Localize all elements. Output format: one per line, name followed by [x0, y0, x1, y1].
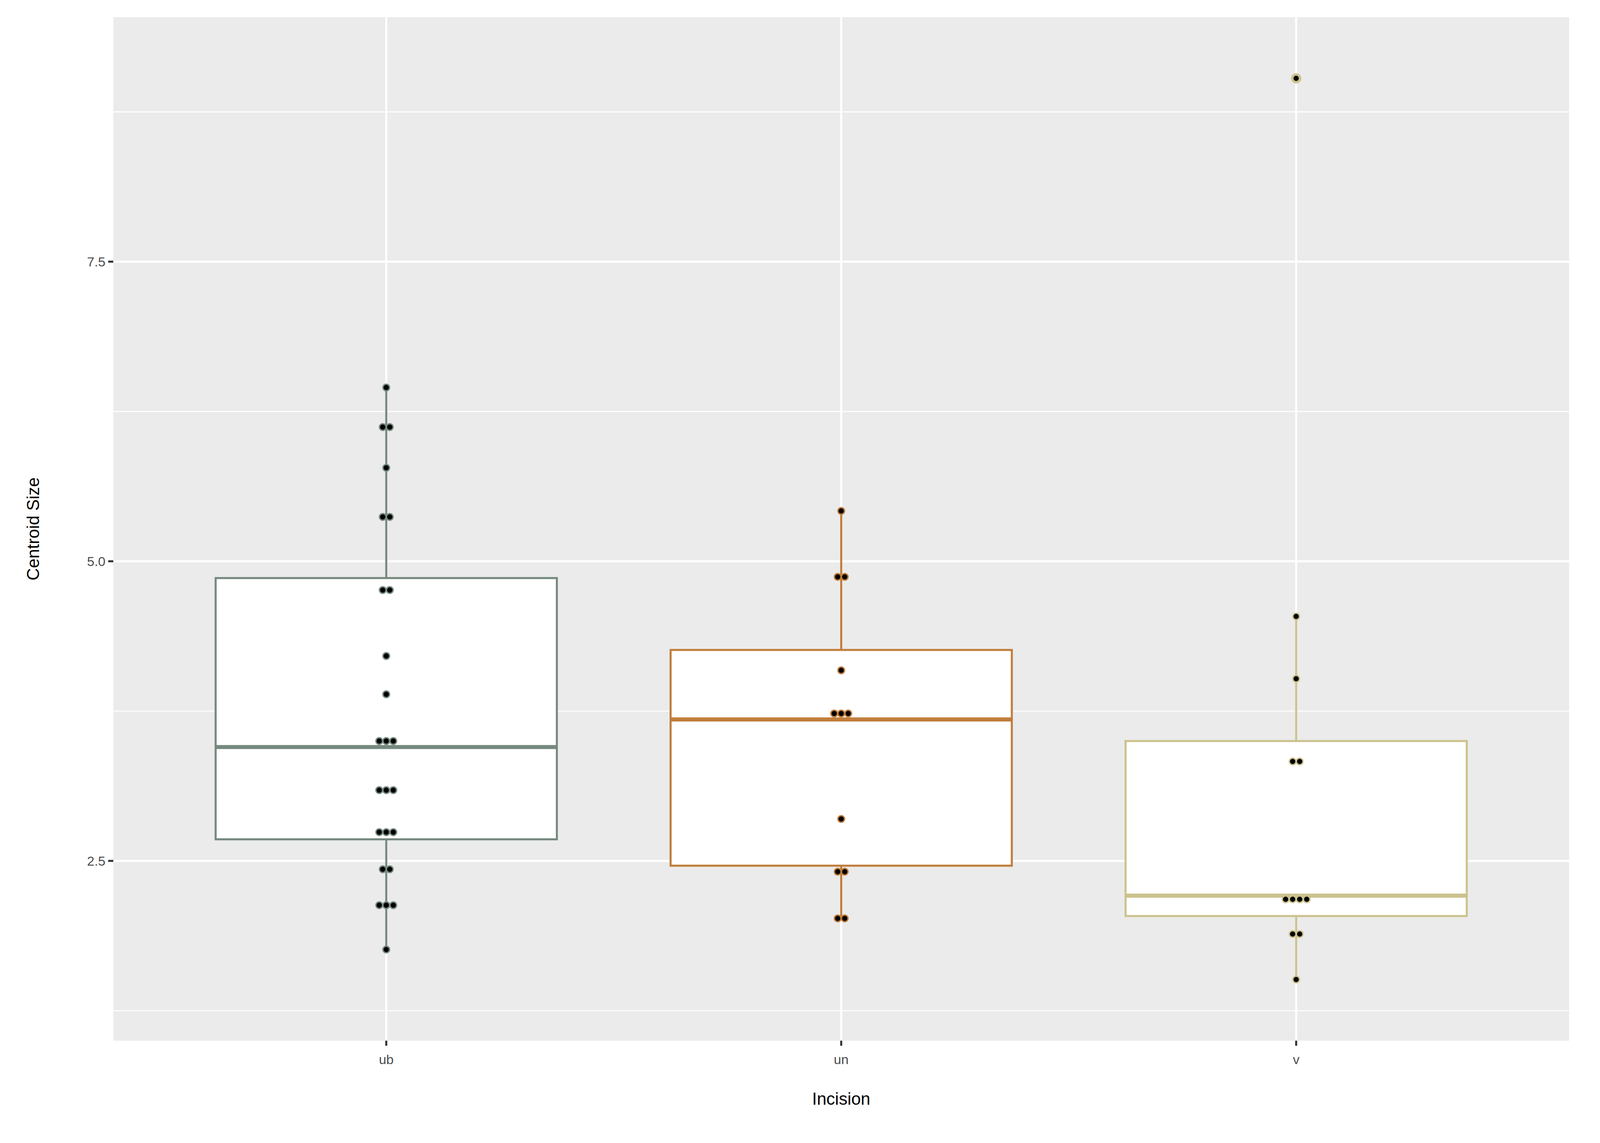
- data-point: [1292, 612, 1300, 620]
- data-point: [837, 815, 845, 823]
- data-point: [382, 691, 390, 698]
- data-point: [1289, 930, 1297, 938]
- y-tick: [108, 560, 114, 563]
- data-point: [386, 586, 393, 594]
- data-point: [382, 901, 390, 909]
- data-point: [382, 786, 390, 794]
- data-point: [389, 901, 397, 909]
- x-tick-label: ub: [378, 1051, 394, 1067]
- data-point: [1296, 758, 1304, 765]
- box: [670, 650, 1013, 866]
- data-point: [382, 383, 390, 391]
- y-tick: [108, 859, 114, 862]
- data-point: [1292, 976, 1300, 983]
- data-point: [841, 573, 849, 581]
- x-grid-line: [385, 17, 388, 1041]
- data-point: [1292, 75, 1300, 82]
- whisker-lower: [1295, 916, 1298, 980]
- data-point: [375, 737, 383, 745]
- data-point: [386, 866, 393, 873]
- data-point: [379, 866, 386, 873]
- data-point: [1296, 930, 1304, 938]
- box: [1125, 741, 1467, 917]
- whisker-upper: [840, 510, 843, 650]
- y-tick-label: 5.0: [87, 553, 106, 569]
- x-tick-label: un: [833, 1051, 849, 1067]
- data-point: [379, 423, 386, 431]
- data-point: [382, 464, 390, 472]
- data-point: [375, 901, 383, 909]
- data-point: [837, 507, 845, 515]
- data-point: [841, 868, 849, 875]
- data-point: [1282, 895, 1290, 903]
- data-point: [830, 710, 838, 717]
- data-point: [844, 710, 852, 717]
- data-point: [389, 786, 397, 794]
- x-tick: [385, 1040, 388, 1046]
- x-tick: [840, 1040, 843, 1046]
- x-tick: [1295, 1040, 1298, 1046]
- chart: 2.5 5.0 7.5 ub un v Incision Centroid Size: [0, 0, 1600, 1143]
- data-point: [1292, 675, 1300, 683]
- y-tick-label: 2.5: [87, 853, 106, 869]
- data-point: [389, 828, 397, 836]
- data-point: [375, 828, 383, 836]
- data-point: [837, 710, 845, 717]
- data-point: [1289, 895, 1297, 903]
- median: [215, 744, 558, 749]
- data-point: [837, 667, 845, 674]
- data-point: [834, 868, 842, 875]
- data-point: [1289, 758, 1297, 765]
- data-point: [375, 786, 383, 794]
- data-point: [379, 513, 386, 521]
- background: [0, 0, 1600, 1143]
- whisker-upper: [385, 387, 388, 579]
- outlier: [1291, 73, 1302, 84]
- x-axis-title: Incision: [812, 1089, 871, 1109]
- y-axis-title: Centroid Size: [23, 477, 43, 581]
- data-point: [386, 423, 393, 431]
- data-point: [382, 737, 390, 745]
- y-tick: [108, 260, 114, 263]
- marks: [215, 73, 1467, 983]
- box: [215, 578, 558, 840]
- data-point: [841, 915, 849, 922]
- whisker-lower: [385, 839, 388, 950]
- panel: [113, 17, 1570, 1041]
- data-point: [382, 946, 390, 953]
- data-point: [379, 586, 386, 594]
- y-tick-label: 7.5: [87, 254, 106, 270]
- median: [1125, 893, 1467, 898]
- x-grid-line: [840, 17, 843, 1041]
- data-point: [389, 737, 397, 745]
- data-point: [834, 573, 842, 581]
- data-point: [834, 915, 842, 922]
- data-point: [1296, 895, 1304, 903]
- data-point: [386, 513, 393, 521]
- x-tick-label: v: [1292, 1051, 1300, 1067]
- median: [670, 717, 1013, 722]
- data-point: [1303, 895, 1311, 903]
- data-point: [382, 828, 390, 836]
- data-point: [382, 652, 390, 660]
